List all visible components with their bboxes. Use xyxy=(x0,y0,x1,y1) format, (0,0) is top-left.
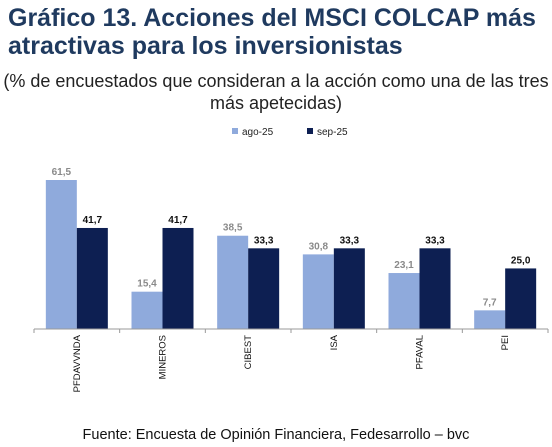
bar-ago-25-pei xyxy=(474,310,506,329)
legend-label-ago-25: ago-25 xyxy=(242,127,274,138)
category-label-isa: ISA xyxy=(329,334,340,350)
value-label-ago-25-cibest: 38,5 xyxy=(223,223,243,234)
chart-subtitle: (% de encuestados que consideran a la ac… xyxy=(3,71,549,113)
bar-ago-25-pfdavvnda xyxy=(45,180,77,329)
category-label-pfdavvnda: PFDAVVNDA xyxy=(72,334,83,392)
bar-ago-25-cibest xyxy=(217,235,249,329)
value-label-sep-25-pfdavvnda: 41,7 xyxy=(83,215,103,226)
chart-title: Gráfico 13. Acciones del MSCI COLCAP más… xyxy=(8,4,536,60)
category-label-cibest: CIBEST xyxy=(243,335,254,370)
bar-chart: ago-25 sep-25 61,5 41,7 PFDAVVNDA 15,4 41,7 MIN… xyxy=(33,127,549,392)
bar-sep-25-pei xyxy=(505,268,537,329)
bar-sep-25-cibest xyxy=(248,248,280,329)
value-label-ago-25-pfdavvnda: 61,5 xyxy=(52,167,72,178)
source-note: Fuente: Encuesta de Opinión Financiera, … xyxy=(82,427,470,443)
bar-sep-25-pfaval xyxy=(419,248,451,329)
value-label-ago-25-mineros: 15,4 xyxy=(137,279,157,290)
value-label-sep-25-cibest: 33,3 xyxy=(254,235,274,246)
value-label-ago-25-isa: 30,8 xyxy=(309,241,329,252)
legend-swatch-ago-25 xyxy=(232,128,238,134)
bar-sep-25-isa xyxy=(333,248,365,329)
bar-ago-25-pfaval xyxy=(388,273,420,329)
legend-swatch-sep-25 xyxy=(307,128,313,134)
category-label-pei: PEI xyxy=(500,335,511,350)
bar-ago-25-mineros xyxy=(131,291,163,329)
category-label-pfaval: PFAVAL xyxy=(415,335,426,370)
bar-ago-25-isa xyxy=(302,254,334,329)
value-label-ago-25-pei: 7,7 xyxy=(483,297,497,308)
value-label-sep-25-pfaval: 33,3 xyxy=(425,235,445,246)
value-label-sep-25-mineros: 41,7 xyxy=(168,215,188,226)
value-label-sep-25-pei: 25,0 xyxy=(511,255,531,266)
bar-sep-25-pfdavvnda xyxy=(76,227,108,329)
value-label-sep-25-isa: 33,3 xyxy=(340,235,360,246)
bar-sep-25-mineros xyxy=(162,227,194,329)
value-label-ago-25-pfaval: 23,1 xyxy=(394,260,414,271)
legend-label-sep-25: sep-25 xyxy=(317,127,348,138)
category-label-mineros: MINEROS xyxy=(158,335,169,379)
